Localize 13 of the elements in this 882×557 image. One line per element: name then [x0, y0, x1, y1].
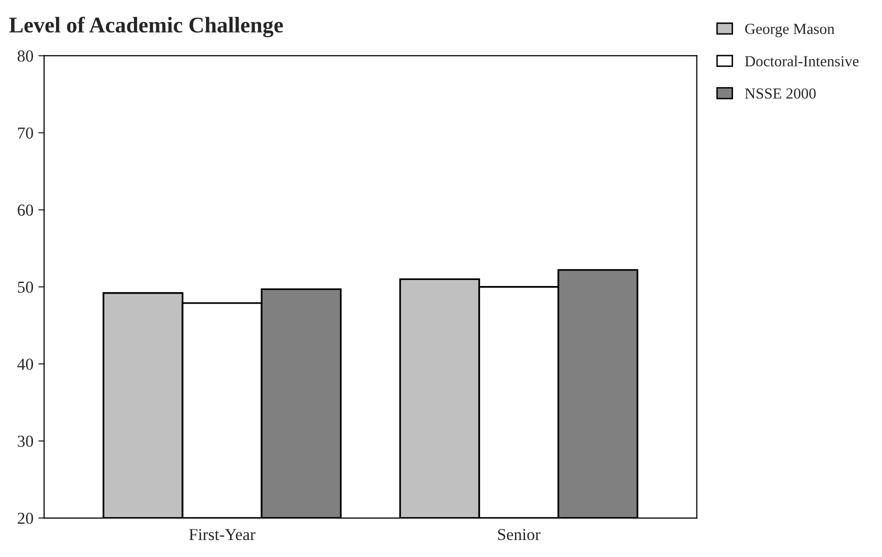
x-tick-label: First-Year	[189, 528, 256, 540]
y-tick-label: 80	[18, 50, 34, 62]
y-tick-label: 70	[18, 127, 34, 139]
y-tick-label: 60	[18, 204, 34, 216]
legend-label: NSSE 2000	[744, 88, 816, 99]
legend-label: George Mason	[745, 24, 834, 38]
y-tick-label: 40	[17, 358, 34, 370]
y-tick-label: 30	[18, 436, 34, 447]
y-tick-label: 50	[18, 282, 34, 293]
y-tick-label: 20	[18, 512, 34, 524]
legend-label: Doctoral-Intensive	[744, 56, 859, 66]
chart-title: Level of Academic Challenge	[9, 16, 283, 38]
x-tick-label: Senior	[498, 528, 540, 540]
